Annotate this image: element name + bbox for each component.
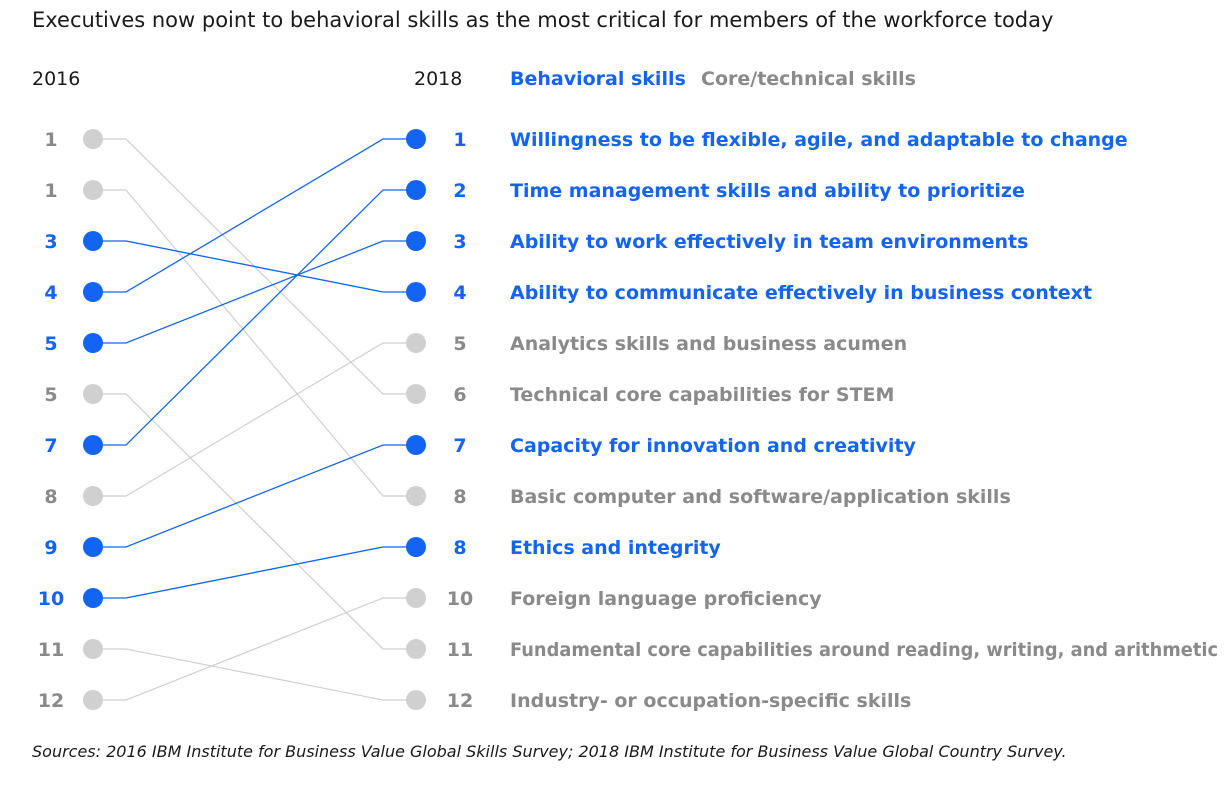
- rank-2016-1: 4: [44, 282, 57, 304]
- rank-2018-1: 1: [453, 129, 466, 151]
- rank-2016-8: 1: [44, 180, 57, 202]
- dot-2018-1: [406, 129, 426, 149]
- skill-label-8: Basic computer and software/application …: [510, 486, 1011, 508]
- rank-2016-5: 8: [44, 486, 57, 508]
- year-2016-label: 2016: [32, 68, 81, 90]
- dot-2018-7: [406, 435, 426, 455]
- slope-line-10: [93, 597, 416, 701]
- dot-2018-12: [406, 690, 426, 710]
- rank-2016-3: 5: [44, 333, 57, 355]
- rank-2016-10: 12: [38, 690, 64, 712]
- dot-2016-2: [83, 435, 103, 455]
- source-note: Sources: 2016 IBM Institute for Business…: [32, 742, 1067, 761]
- legend-behavioral: Behavioral skills: [510, 68, 686, 90]
- skill-label-3: Ability to work effectively in team envi…: [510, 231, 1028, 253]
- rank-2016-2: 7: [44, 435, 57, 457]
- rank-2016-9: 10: [38, 588, 64, 610]
- rank-2018-6: 6: [453, 384, 466, 406]
- connector-lines: [93, 138, 416, 701]
- rank-2018-12: 12: [447, 690, 473, 712]
- dot-2018-5: [406, 333, 426, 353]
- rank-2018-5: 5: [453, 333, 466, 355]
- rank-2018-2: 2: [453, 180, 466, 202]
- skill-label-4: Ability to communicate effectively in bu…: [510, 282, 1092, 304]
- rank-2018-10: 10: [447, 588, 473, 610]
- slope-line-8: [93, 189, 416, 497]
- year-2018-label: 2018: [414, 68, 463, 90]
- dot-2016-8: [83, 180, 103, 200]
- dot-2018-2: [406, 180, 426, 200]
- rank-2016-12: 11: [38, 639, 64, 661]
- dot-2018-10: [406, 588, 426, 608]
- slope-line-4: [93, 240, 416, 293]
- dot-2016-11: [83, 384, 103, 404]
- slope-line-1: [93, 138, 416, 293]
- slope-line-12: [93, 648, 416, 701]
- skill-label-7: Capacity for innovation and creativity: [510, 435, 916, 457]
- rank-2016-4: 3: [44, 231, 57, 253]
- slope-line-3: [93, 240, 416, 344]
- skill-label-6: Technical core capabilities for STEM: [510, 384, 894, 406]
- chart-marks: 4 1 Willingness to be flexible, agile, and…: [38, 129, 1218, 712]
- dot-2016-12: [83, 639, 103, 659]
- dot-2018-9: [406, 537, 426, 557]
- dot-2016-3: [83, 333, 103, 353]
- dot-2018-4: [406, 282, 426, 302]
- dot-2016-7: [83, 537, 103, 557]
- skill-label-11: Fundamental core capabilities around rea…: [510, 639, 1218, 661]
- dot-2018-8: [406, 486, 426, 506]
- dot-2016-4: [83, 231, 103, 251]
- slope-line-2: [93, 189, 416, 446]
- slope-line-7: [93, 444, 416, 548]
- dot-2016-10: [83, 690, 103, 710]
- dot-2018-6: [406, 384, 426, 404]
- skill-label-9: Ethics and integrity: [510, 537, 721, 559]
- rank-2018-3: 3: [453, 231, 466, 253]
- skill-label-10: Foreign language proficiency: [510, 588, 822, 610]
- skill-label-12: Industry- or occupation-specific skills: [510, 690, 911, 712]
- skill-label-5: Analytics skills and business acumen: [510, 333, 907, 355]
- rank-2018-7: 7: [453, 435, 466, 457]
- skill-label-1: Willingness to be flexible, agile, and a…: [510, 129, 1128, 151]
- rank-2018-4: 4: [453, 282, 466, 304]
- dot-2016-5: [83, 486, 103, 506]
- slope-line-9: [93, 546, 416, 599]
- slope-line-11: [93, 393, 416, 650]
- dot-2018-3: [406, 231, 426, 251]
- slope-chart: 4 1 Willingness to be flexible, agile, and…: [38, 129, 1218, 712]
- rank-2018-11: 11: [447, 639, 473, 661]
- legend-core: Core/technical skills: [701, 68, 916, 90]
- rank-2016-6: 1: [44, 129, 57, 151]
- dot-2016-6: [83, 129, 103, 149]
- skill-label-2: Time management skills and ability to pr…: [510, 180, 1025, 202]
- rank-2018-9: 8: [453, 537, 466, 559]
- dot-2016-1: [83, 282, 103, 302]
- slope-line-5: [93, 342, 416, 497]
- dot-2016-9: [83, 588, 103, 608]
- rank-2016-11: 5: [44, 384, 57, 406]
- dot-2018-11: [406, 639, 426, 659]
- chart-title: Executives now point to behavioral skill…: [32, 8, 1054, 32]
- rank-2018-8: 8: [453, 486, 466, 508]
- rank-2016-7: 9: [44, 537, 57, 559]
